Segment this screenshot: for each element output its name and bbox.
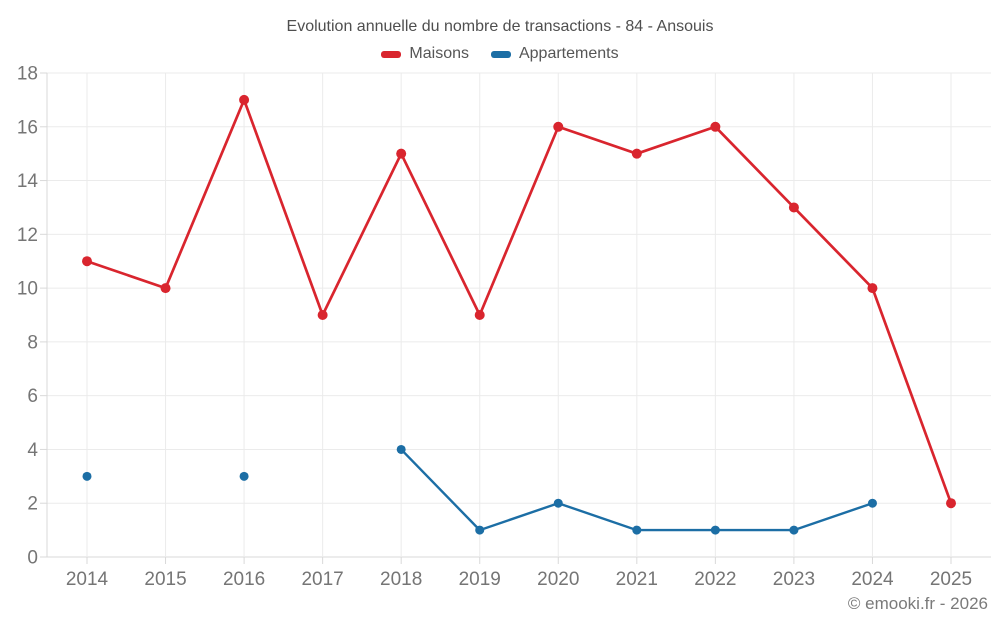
svg-text:2022: 2022 (694, 569, 736, 590)
svg-text:2020: 2020 (537, 569, 579, 590)
svg-text:14: 14 (17, 171, 39, 192)
svg-text:2021: 2021 (616, 569, 658, 590)
svg-text:10: 10 (17, 279, 38, 300)
svg-text:2023: 2023 (773, 569, 815, 590)
svg-text:18: 18 (17, 64, 38, 85)
legend-swatch-appartements (490, 50, 511, 58)
svg-text:2014: 2014 (66, 569, 109, 590)
svg-text:16: 16 (17, 117, 38, 138)
svg-text:2024: 2024 (851, 569, 894, 590)
svg-text:6: 6 (27, 386, 38, 407)
svg-text:4: 4 (27, 440, 38, 461)
svg-text:2025: 2025 (930, 569, 972, 590)
svg-text:2: 2 (27, 494, 38, 515)
svg-text:12: 12 (17, 225, 38, 246)
svg-text:2017: 2017 (301, 569, 343, 590)
svg-text:2015: 2015 (144, 569, 186, 590)
legend-item-appartements[interactable]: Appartements (490, 45, 619, 63)
svg-text:2016: 2016 (223, 569, 265, 590)
svg-text:2019: 2019 (459, 569, 501, 590)
svg-text:8: 8 (27, 332, 38, 353)
legend-item-maisons[interactable]: Maisons (381, 45, 469, 63)
chart-legend: Maisons Appartements (0, 45, 1000, 63)
watermark-text: © emooki.fr - 2026 (847, 594, 988, 613)
svg-text:2018: 2018 (380, 569, 422, 590)
svg-text:0: 0 (27, 548, 38, 569)
legend-label-appartements: Appartements (518, 45, 619, 62)
legend-swatch-maisons (381, 50, 402, 58)
legend-label-maisons: Maisons (409, 45, 469, 62)
chart-title: Evolution annuelle du nombre de transact… (286, 18, 714, 35)
